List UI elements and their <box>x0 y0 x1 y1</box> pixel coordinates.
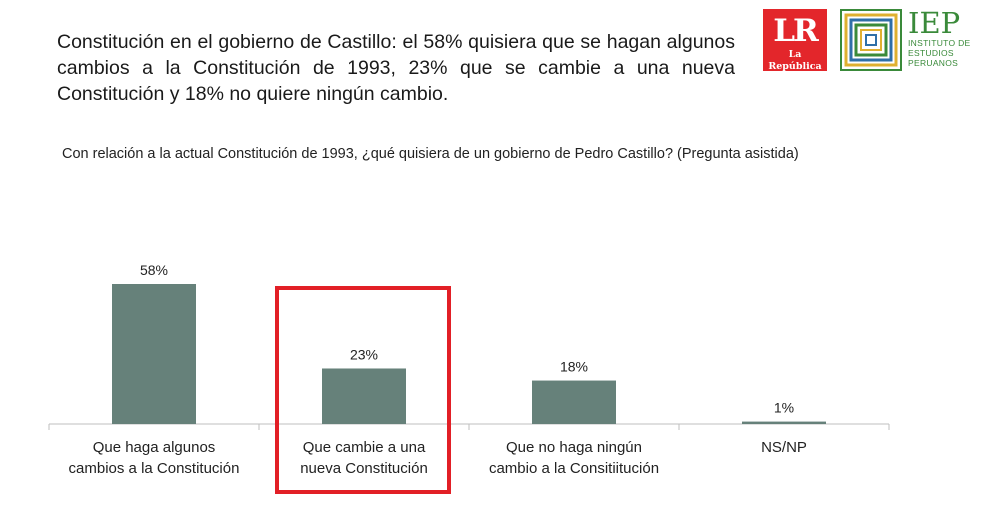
iep-logo-letters: IEP <box>908 6 961 40</box>
category-label: nueva Constitución <box>300 460 428 477</box>
iep-logo-mark <box>840 9 902 71</box>
la-republica-logo: LR La República <box>763 9 827 72</box>
iep-logo-line-1: INSTITUTO DE <box>908 38 971 48</box>
bar-data-label: 1% <box>774 400 794 416</box>
lr-logo-letters: LR <box>773 13 819 49</box>
iep-logo-text: IEP INSTITUTO DE ESTUDIOS PERUANOS <box>908 8 983 68</box>
category-label: NS/NP <box>761 439 807 456</box>
iep-logo-line-2: ESTUDIOS <box>908 48 954 58</box>
bar-data-label: 23% <box>350 346 378 362</box>
category-label: Que cambie a una <box>303 439 426 456</box>
bar <box>322 368 406 424</box>
category-label: Que no haga ningún <box>506 439 642 456</box>
bar <box>742 421 826 424</box>
category-label: Que haga algunos <box>93 439 216 456</box>
chart-question: Con relación a la actual Constitución de… <box>62 146 799 162</box>
bar-data-label: 18% <box>560 359 588 375</box>
category-label: cambio a la Consitiitución <box>489 460 659 477</box>
lr-logo-subtitle: La República <box>768 49 822 72</box>
highlight-box <box>275 286 451 494</box>
bar <box>532 380 616 424</box>
bar <box>112 284 196 424</box>
iep-logo-line-3: PERUANOS <box>908 58 959 68</box>
headline: Constitución en el gobierno de Castillo:… <box>57 31 735 105</box>
category-label: cambios a la Constitución <box>69 460 240 477</box>
bar-data-label: 58% <box>140 262 168 278</box>
